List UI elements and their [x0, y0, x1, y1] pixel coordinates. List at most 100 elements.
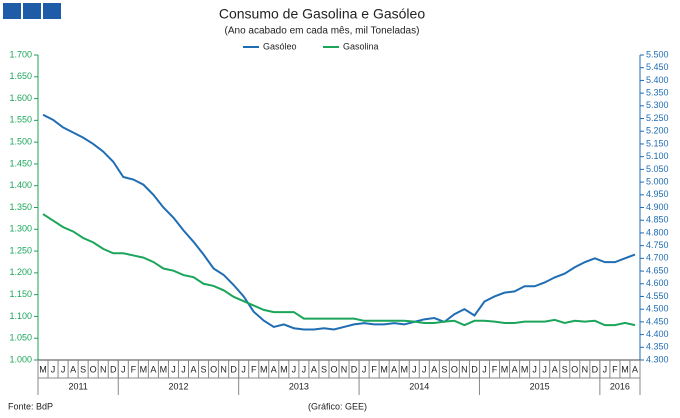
x-tick-label: D — [471, 364, 478, 374]
year-label: 2011 — [68, 381, 87, 391]
y-tick-label: 1.500 — [9, 137, 32, 147]
y2-tick-label: 4.900 — [646, 202, 669, 212]
y2-tick-label: 5.300 — [646, 100, 669, 110]
y-tick-label: 1.050 — [9, 333, 32, 343]
x-tick-label: N — [100, 364, 107, 374]
x-tick-label: J — [542, 364, 547, 374]
x-tick-label: A — [512, 364, 518, 374]
x-tick-label: A — [150, 364, 156, 374]
y2-tick-label: 5.050 — [646, 164, 669, 174]
x-tick-label: J — [412, 364, 417, 374]
source: Fonte: BdP — [8, 401, 53, 411]
logo-block — [43, 3, 61, 19]
x-tick-label: F — [371, 364, 377, 374]
x-tick-label: A — [271, 364, 277, 374]
x-tick-label: A — [70, 364, 76, 374]
year-label: 2015 — [530, 381, 550, 391]
x-tick-label: J — [603, 364, 608, 374]
y2-tick-label: 4.350 — [646, 342, 669, 352]
y2-tick-label: 5.350 — [646, 88, 669, 98]
chart-title: Consumo de Gasolina e Gasóleo — [219, 6, 425, 22]
x-tick-label: A — [431, 364, 437, 374]
x-tick-label: D — [351, 364, 358, 374]
x-tick-label: J — [61, 364, 66, 374]
x-tick-label: J — [302, 364, 307, 374]
y-tick-label: 1.650 — [9, 71, 32, 81]
y2-tick-label: 4.550 — [646, 291, 669, 301]
y2-tick-label: 4.700 — [646, 253, 669, 263]
legend-label: Gasolina — [343, 41, 379, 51]
x-tick-label: O — [210, 364, 217, 374]
y-tick-label: 1.550 — [9, 115, 32, 125]
x-tick-label: S — [201, 364, 207, 374]
x-tick-label: J — [171, 364, 176, 374]
y-tick-label: 1.100 — [9, 311, 32, 321]
x-tick-label: N — [461, 364, 468, 374]
x-tick-label: J — [362, 364, 367, 374]
y2-tick-label: 4.800 — [646, 227, 669, 237]
x-tick-label: A — [632, 364, 638, 374]
y-tick-label: 1.250 — [9, 245, 32, 255]
chart-subtitle: (Ano acabado em cada mês, mil Toneladas) — [225, 26, 420, 37]
year-label: 2016 — [610, 381, 630, 391]
x-tick-label: M — [140, 364, 148, 374]
x-tick-label: J — [532, 364, 537, 374]
y2-tick-label: 4.300 — [646, 354, 669, 364]
y2-tick-label: 4.650 — [646, 265, 669, 275]
x-tick-label: J — [292, 364, 297, 374]
x-tick-label: N — [341, 364, 348, 374]
y-tick-label: 1.200 — [9, 267, 32, 277]
x-tick-label: F — [492, 364, 498, 374]
x-tick-label: A — [191, 364, 197, 374]
x-tick-label: A — [311, 364, 317, 374]
y2-tick-label: 4.850 — [646, 215, 669, 225]
x-tick-label: A — [552, 364, 558, 374]
x-tick-label: D — [230, 364, 237, 374]
x-tick-label: J — [181, 364, 186, 374]
x-tick-label: S — [80, 364, 86, 374]
x-tick-label: M — [380, 364, 388, 374]
logo-block — [23, 3, 41, 19]
legend-label: Gasóleo — [263, 41, 297, 51]
y2-tick-label: 4.750 — [646, 240, 669, 250]
y2-tick-label: 5.250 — [646, 113, 669, 123]
x-tick-label: M — [501, 364, 509, 374]
x-tick-label: O — [330, 364, 337, 374]
y2-tick-label: 4.950 — [646, 189, 669, 199]
x-tick-label: M — [521, 364, 529, 374]
x-tick-label: M — [160, 364, 168, 374]
x-tick-label: S — [321, 364, 327, 374]
y2-tick-label: 5.000 — [646, 176, 669, 186]
x-tick-label: J — [482, 364, 487, 374]
x-tick-label: J — [422, 364, 427, 374]
y-tick-label: 1.600 — [9, 93, 32, 103]
x-tick-label: M — [621, 364, 629, 374]
x-tick-label: A — [391, 364, 397, 374]
year-label: 2013 — [289, 381, 309, 391]
x-tick-label: F — [251, 364, 257, 374]
y2-tick-label: 5.400 — [646, 75, 669, 85]
y2-tick-label: 5.200 — [646, 126, 669, 136]
y2-tick-label: 4.600 — [646, 278, 669, 288]
x-tick-label: J — [51, 364, 56, 374]
x-tick-label: M — [400, 364, 408, 374]
x-tick-label: D — [592, 364, 599, 374]
y2-tick-label: 5.150 — [646, 138, 669, 148]
x-tick-label: J — [241, 364, 246, 374]
x-tick-label: J — [121, 364, 126, 374]
x-tick-label: F — [131, 364, 137, 374]
x-tick-label: O — [451, 364, 458, 374]
x-tick-label: S — [441, 364, 447, 374]
y-tick-label: 1.350 — [9, 202, 32, 212]
year-label: 2012 — [168, 381, 188, 391]
year-label: 2014 — [409, 381, 429, 391]
y-tick-label: 1.700 — [9, 49, 32, 59]
y-tick-label: 1.400 — [9, 180, 32, 190]
x-tick-label: N — [220, 364, 227, 374]
x-tick-label: O — [90, 364, 97, 374]
y2-tick-label: 4.400 — [646, 329, 669, 339]
x-tick-label: O — [571, 364, 578, 374]
x-tick-label: S — [562, 364, 568, 374]
x-tick-label: F — [612, 364, 618, 374]
